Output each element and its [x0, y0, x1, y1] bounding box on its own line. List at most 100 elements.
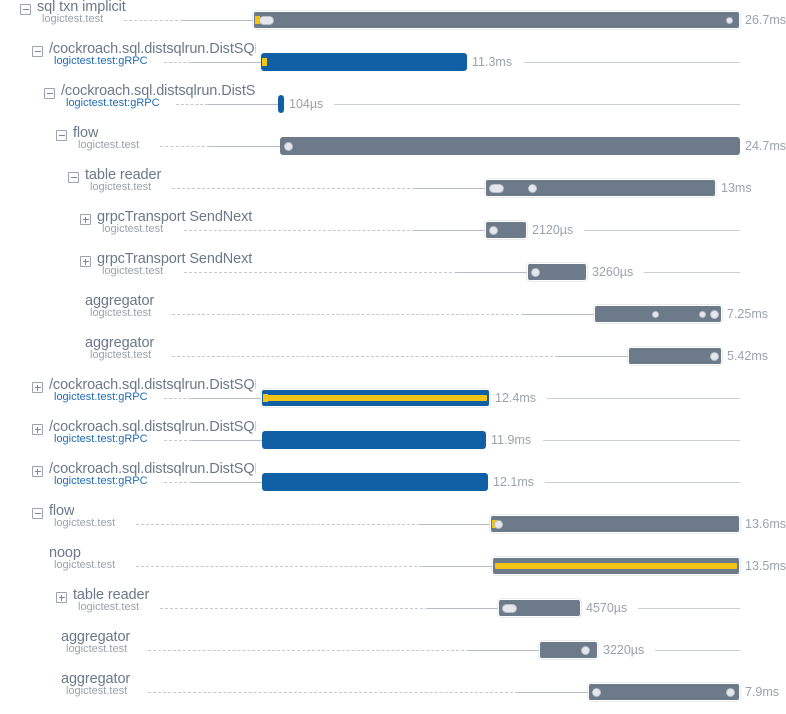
span-service-name: logictest.test: [78, 139, 140, 151]
collapse-children-icon[interactable]: [68, 172, 79, 183]
span-operation-name: aggregator: [85, 293, 155, 309]
expand-children-icon[interactable]: [80, 256, 91, 267]
span-row[interactable]: aggregator logictest.test 5.42ms: [0, 335, 786, 378]
span-row[interactable]: flow logictest.test 13.6ms: [0, 503, 786, 546]
span-row[interactable]: noop logictest.test 13.5ms: [0, 545, 786, 588]
collapse-children-icon[interactable]: [56, 130, 67, 141]
span-row[interactable]: aggregator logictest.test 7.25ms: [0, 293, 786, 336]
span-start-marker-icon: [262, 58, 267, 66]
span-operation-name: grpcTransport SendNext: [97, 209, 253, 225]
span-log-marker-icon[interactable]: [710, 309, 719, 319]
span-log-marker-icon[interactable]: [489, 183, 504, 193]
span-row[interactable]: /cockroach.sql.distsqlrun.DistSQL/Setlog…: [0, 377, 786, 420]
span-connector-dashed: [172, 314, 524, 315]
span-duration-bar[interactable]: [588, 683, 740, 701]
span-operation-name: /cockroach.sql.distsqlrun.DistSQL/Set: [49, 419, 256, 435]
span-log-marker-icon[interactable]: [592, 687, 601, 697]
span-duration-label: 26.7ms: [745, 13, 786, 27]
span-connector-solid: [428, 608, 498, 609]
span-row[interactable]: /cockroach.sql.distsqlrun.DistSQL/Setlog…: [0, 461, 786, 504]
span-log-marker-icon[interactable]: [528, 183, 537, 193]
span-log-marker-icon[interactable]: [531, 267, 540, 277]
span-connector-dashed: [176, 104, 208, 105]
span-log-marker-icon[interactable]: [284, 141, 293, 151]
span-row[interactable]: table reader logictest.test 4570µs: [0, 587, 786, 630]
span-connector-solid: [422, 566, 492, 567]
span-duration-label: 13ms: [721, 181, 752, 195]
collapse-children-icon[interactable]: [20, 4, 31, 15]
expand-children-icon[interactable]: [32, 382, 43, 393]
span-log-marker-icon[interactable]: [652, 310, 659, 318]
span-log-marker-icon[interactable]: [726, 16, 733, 24]
span-connector-solid: [469, 650, 539, 651]
span-row[interactable]: flow logictest.test 24.7ms: [0, 125, 786, 168]
collapse-children-icon[interactable]: [32, 508, 43, 519]
span-log-marker-icon[interactable]: [726, 687, 735, 697]
span-duration-bar[interactable]: [278, 95, 284, 113]
expand-children-icon[interactable]: [80, 214, 91, 225]
span-duration-label: 12.1ms: [493, 475, 534, 489]
span-service-name: logictest.test:gRPC: [66, 97, 160, 109]
span-duration-bar[interactable]: [628, 347, 722, 365]
span-service-name: logictest.test: [54, 517, 116, 529]
span-trailing-line: [543, 440, 740, 441]
span-row[interactable]: /cockroach.sql.distsqlrun.DistSQL/Setlog…: [0, 41, 786, 84]
span-service-name: logictest.test:gRPC: [54, 433, 148, 445]
span-service-name: logictest.test:gRPC: [54, 475, 148, 487]
span-log-marker-icon[interactable]: [710, 351, 719, 361]
span-row[interactable]: grpcTransport SendNext logictest.test 3260…: [0, 251, 786, 294]
span-connector-solid: [192, 482, 262, 483]
span-duration-bar[interactable]: [498, 599, 581, 617]
span-start-marker-icon: [263, 394, 268, 402]
span-connector-solid: [415, 188, 485, 189]
span-connector-solid: [191, 398, 261, 399]
span-row[interactable]: sql txn implicit logictest.test 26.7ms: [0, 0, 786, 42]
span-duration-label: 7.25ms: [727, 307, 768, 321]
span-connector-dashed: [160, 146, 210, 147]
span-trailing-line: [584, 230, 740, 231]
span-log-marker-icon[interactable]: [489, 225, 498, 235]
span-connector-dashed: [164, 440, 192, 441]
span-duration-bar[interactable]: [492, 557, 740, 575]
span-row[interactable]: table reader logictest.test 13ms: [0, 167, 786, 210]
collapse-children-icon[interactable]: [44, 88, 55, 99]
span-trailing-line: [545, 482, 740, 483]
span-duration-bar[interactable]: [527, 263, 587, 281]
span-duration-bar[interactable]: [539, 641, 598, 659]
span-connector-dashed: [184, 230, 415, 231]
span-row[interactable]: aggregator logictest.test 7.9ms: [0, 671, 786, 714]
collapse-children-icon[interactable]: [32, 46, 43, 57]
span-duration-bar[interactable]: [261, 389, 490, 407]
span-duration-bar[interactable]: [280, 137, 740, 155]
span-row[interactable]: grpcTransport SendNext logictest.test 2120…: [0, 209, 786, 252]
expand-children-icon[interactable]: [56, 592, 67, 603]
span-log-marker-icon[interactable]: [259, 15, 274, 25]
span-row[interactable]: aggregator logictest.test 3220µs: [0, 629, 786, 672]
expand-children-icon[interactable]: [32, 466, 43, 477]
span-operation-name: table reader: [73, 587, 150, 603]
span-operation-name: /cockroach.sql.distsqlrun.DistSQL/Set: [49, 377, 256, 393]
span-operation-name: flow: [73, 125, 99, 141]
span-row[interactable]: /cockroach.sql.distsqlrun.DistSQL/Setlog…: [0, 419, 786, 462]
span-duration-label: 11.3ms: [472, 55, 513, 69]
span-duration-bar[interactable]: [490, 515, 740, 533]
span-duration-bar[interactable]: [261, 53, 467, 71]
span-child-duration-indicator: [495, 563, 737, 569]
span-log-marker-icon[interactable]: [494, 519, 503, 529]
span-log-marker-icon[interactable]: [502, 603, 517, 613]
span-duration-bar[interactable]: [262, 473, 488, 491]
span-duration-bar[interactable]: [262, 431, 486, 449]
span-row[interactable]: /cockroach.sql.distsqlrun.DistSQL/Slogic…: [0, 83, 786, 126]
span-duration-bar[interactable]: [485, 221, 527, 239]
expand-children-icon[interactable]: [32, 424, 43, 435]
span-service-name: logictest.test: [42, 13, 104, 25]
span-duration-bar[interactable]: [594, 305, 722, 323]
span-trailing-line: [334, 104, 740, 105]
span-duration-bar[interactable]: [253, 11, 740, 29]
span-duration-bar[interactable]: [485, 179, 716, 197]
span-log-marker-icon[interactable]: [699, 310, 706, 318]
span-connector-solid: [208, 104, 278, 105]
span-log-marker-icon[interactable]: [581, 645, 590, 655]
span-connector-solid: [558, 356, 628, 357]
span-duration-label: 3260µs: [592, 265, 634, 279]
